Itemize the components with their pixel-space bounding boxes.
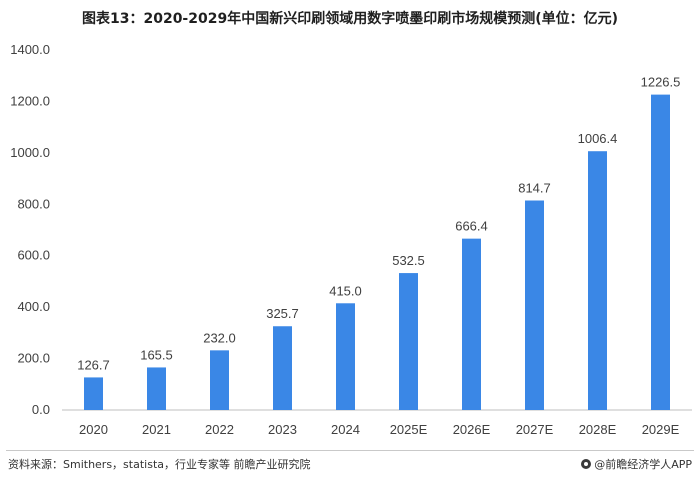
y-tick-label: 200.0: [17, 351, 50, 366]
bar-chart: 0.0 200.0 400.0 600.0 800.0 1000.0 1200.0 1400.…: [10, 42, 692, 437]
data-label: 126.7: [77, 357, 110, 372]
chart-title: 图表13：2020-2029年中国新兴印刷领域用数字喷墨印刷市场规模预测(单位：…: [81, 11, 619, 27]
bar: [399, 273, 418, 410]
data-label: 1006.4: [578, 131, 618, 146]
bar: [210, 350, 229, 410]
data-label: 1226.5: [641, 75, 681, 90]
data-label: 532.5: [392, 253, 425, 268]
y-tick-label: 800.0: [17, 196, 50, 211]
x-tick-label: 2023: [268, 422, 297, 437]
data-label: 415.0: [329, 283, 362, 298]
bar: [462, 238, 481, 410]
data-label: 666.4: [455, 219, 488, 234]
bar: [651, 94, 670, 410]
y-tick-label: 1400.0: [10, 42, 50, 57]
data-label: 814.7: [518, 181, 551, 196]
bar: [84, 377, 103, 410]
brand-credit: @前瞻经济学人APP: [581, 456, 692, 472]
x-tick-label: 2024: [331, 422, 360, 437]
x-tick-label: 2027E: [516, 422, 554, 437]
y-tick-label: 600.0: [17, 248, 50, 263]
source-note: 资料来源：Smithers，statista，行业专家等 前瞻产业研究院: [8, 458, 311, 471]
bar: [588, 151, 607, 410]
y-tick-label: 1200.0: [10, 93, 50, 108]
data-label: 232.0: [203, 330, 236, 345]
bar: [273, 326, 292, 410]
data-label: 165.5: [140, 347, 173, 362]
bar: [147, 367, 166, 410]
y-tick-label: 0.0: [32, 402, 50, 417]
qianzhan-logo-icon: [581, 459, 592, 469]
data-label: 325.7: [266, 306, 299, 321]
footer-divider: [6, 450, 694, 451]
x-tick-label: 2028E: [579, 422, 617, 437]
x-tick-label: 2026E: [453, 422, 491, 437]
x-tick-label: 2022: [205, 422, 234, 437]
y-tick-label: 1000.0: [10, 145, 50, 160]
y-tick-label: 400.0: [17, 299, 50, 314]
x-tick-label: 2021: [142, 422, 171, 437]
bar: [336, 303, 355, 410]
bar: [525, 200, 544, 410]
x-tick-label: 2020: [79, 422, 108, 437]
brand-text: @前瞻经济学人APP: [594, 458, 692, 471]
x-tick-label: 2025E: [390, 422, 428, 437]
x-tick-label: 2029E: [642, 422, 680, 437]
